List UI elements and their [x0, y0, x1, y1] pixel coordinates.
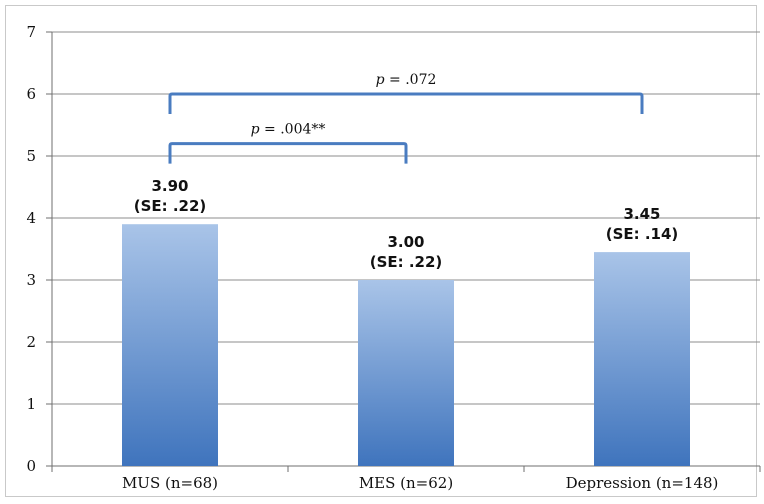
y-tick-label: 3 [26, 271, 36, 289]
data-label-value: 3.90 [151, 177, 188, 195]
data-label-se: (SE: .14) [606, 225, 679, 243]
bars [122, 224, 690, 466]
bar [358, 280, 454, 466]
data-label-se: (SE: .22) [134, 197, 207, 215]
bar [122, 224, 218, 466]
y-tick-label: 4 [26, 209, 36, 227]
y-tick-label: 2 [26, 333, 36, 351]
p-value-label: p = .072 [376, 72, 437, 88]
significance-bracket [168, 92, 644, 114]
x-tick-label: Depression (n=148) [566, 474, 719, 492]
bar [594, 252, 690, 466]
x-tick-label: MES (n=62) [359, 474, 453, 492]
data-label-se: (SE: .22) [370, 253, 443, 271]
y-tick-label: 5 [26, 147, 36, 165]
labels: MUS (n=68) (SE: .22) 3.90 MES (n=62) (SE: .2… [122, 177, 718, 492]
y-tick-label: 6 [26, 85, 36, 103]
data-label-value: 3.45 [623, 205, 660, 223]
y-tick-label: 7 [26, 23, 36, 41]
comparison-brackets: p = .004** p = .072 [168, 72, 644, 164]
significance-bracket [168, 142, 408, 164]
x-tick-label: MUS (n=68) [122, 474, 218, 492]
p-value-label: p = .004** [251, 122, 326, 138]
data-label-value: 3.00 [387, 233, 424, 251]
y-tick-label: 0 [26, 457, 36, 475]
y-tick-label: 1 [26, 395, 36, 413]
